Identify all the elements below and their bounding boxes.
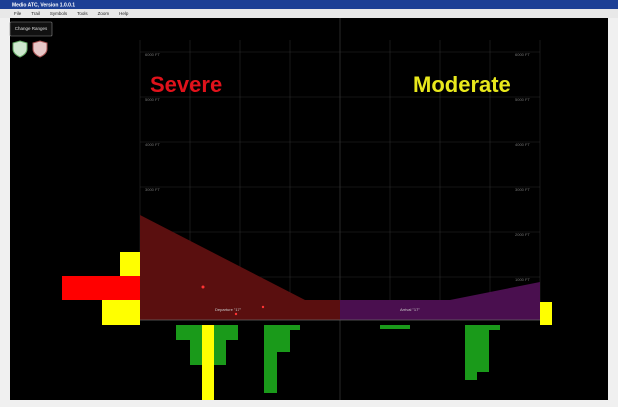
menu-item[interactable]: Symbols xyxy=(50,11,68,16)
altitude-label: 5000 FT xyxy=(145,97,160,102)
bottom-bar xyxy=(465,325,477,380)
bottom-bar xyxy=(489,325,500,330)
grid xyxy=(139,18,541,400)
menu-item[interactable]: Tools xyxy=(77,11,88,16)
altitude-label: 6000 FT xyxy=(515,52,530,57)
altitude-label: 6000 FT xyxy=(145,52,160,57)
bottom-bar xyxy=(176,325,190,340)
departure-label: Departure "17" xyxy=(215,307,242,312)
window-title: Medio ATC, Version 1.0.0.1 xyxy=(12,2,75,8)
moderate-label: Moderate xyxy=(413,72,511,97)
bottom-bar xyxy=(202,325,214,400)
menu: File Trail Symbols Tools Zoom Help xyxy=(14,11,129,16)
severe-label: Severe xyxy=(150,72,222,97)
moderate-area xyxy=(340,282,540,320)
bottom-bar xyxy=(226,325,238,340)
bottom-bar xyxy=(190,325,202,365)
altitude-label: 4000 FT xyxy=(515,142,530,147)
menu-item[interactable]: File xyxy=(14,11,22,16)
shield-icon[interactable] xyxy=(32,40,48,58)
altitude-label: 4000 FT xyxy=(145,142,160,147)
aircraft xyxy=(234,312,238,316)
side-bar xyxy=(62,276,140,300)
bottom-bar xyxy=(277,325,290,352)
altitude-label: 1000 FT xyxy=(515,277,530,282)
bottom-bar xyxy=(264,325,277,393)
altitude-label: 5000 FT xyxy=(515,97,530,102)
menu-item[interactable]: Zoom xyxy=(98,11,110,16)
altitude-label: 3000 FT xyxy=(515,187,530,192)
radar-display xyxy=(10,18,608,400)
change-ranges-button[interactable] xyxy=(9,21,53,37)
menu-bar xyxy=(0,9,618,18)
altitude-label: 2000 FT xyxy=(515,232,530,237)
shield-icon[interactable] xyxy=(12,40,28,58)
bottom-bars xyxy=(176,325,500,400)
bottom-bar xyxy=(380,325,410,329)
side-bar xyxy=(540,302,552,325)
side-bar xyxy=(102,300,140,325)
side-bar xyxy=(120,252,140,276)
menu-item[interactable]: Help xyxy=(119,11,129,16)
bottom-bar xyxy=(477,325,489,372)
title-bar xyxy=(0,0,618,9)
aircraft xyxy=(201,285,205,289)
menu-item[interactable]: Trail xyxy=(31,11,40,16)
altitude-label: 3000 FT xyxy=(145,187,160,192)
arrival-label: Arrival "17" xyxy=(400,307,420,312)
change-ranges-label[interactable]: Change Ranges xyxy=(15,26,48,31)
bottom-bar xyxy=(214,325,226,365)
aircraft xyxy=(261,305,265,309)
bottom-bar xyxy=(290,325,300,330)
severe-area xyxy=(140,215,340,320)
